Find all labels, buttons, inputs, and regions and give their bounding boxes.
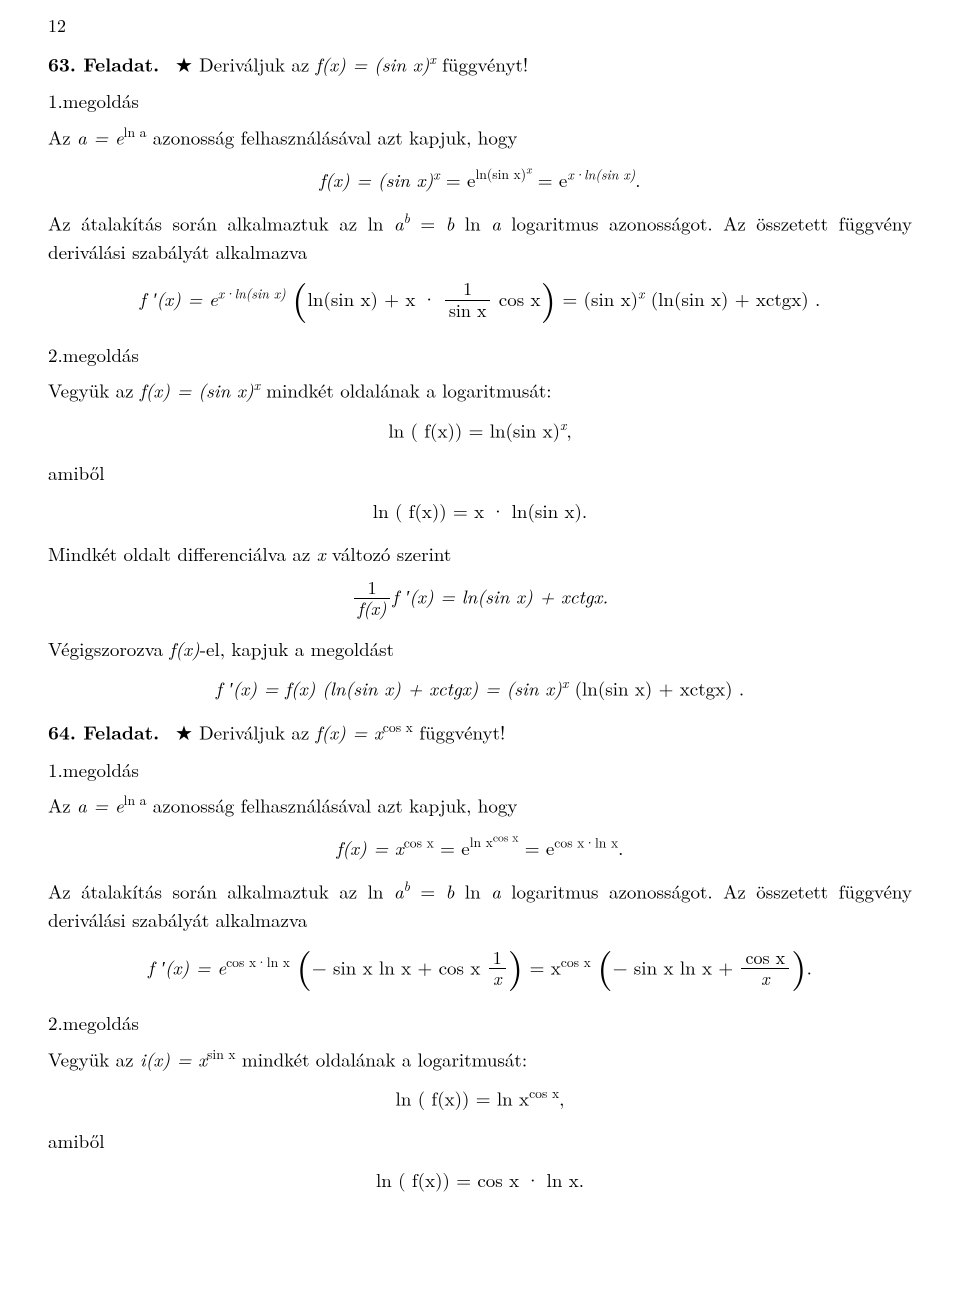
star-icon: ★ bbox=[175, 50, 193, 78]
p63-amibol-1: amiből bbox=[48, 459, 912, 488]
heading-number-64: 64. Feladat. bbox=[48, 718, 159, 746]
p63-para3: Mindkét oldalt differenciálva az x válto… bbox=[48, 540, 912, 569]
solution-2-label: 2.megoldás bbox=[48, 341, 912, 370]
p64-amibol: amiből bbox=[48, 1127, 912, 1156]
problem-63-heading: 63. Feladat. ★ Deriváljuk az f(x) = (sin… bbox=[48, 49, 912, 79]
p63-sol1-intro: Az a = eln a azonosság felhasználásával … bbox=[48, 122, 912, 152]
p63-para2: Az átalakítás során alkalmaztuk az ln ab… bbox=[48, 208, 912, 266]
heading-math: f(x) = (sin x) bbox=[316, 50, 430, 77]
heading-number: 63. Feladat. bbox=[48, 49, 159, 77]
p63-para4: Végigszorozva f(x)-el, kapjuk a megoldás… bbox=[48, 635, 912, 664]
heading-tail: függvényt! bbox=[436, 50, 528, 77]
p64-display-2: f ′(x) = ecos x·ln x (− sin x ln x + cos… bbox=[48, 949, 912, 992]
p64-sol2-intro: Vegyük az i(x) = xsin x mindkét oldalána… bbox=[48, 1044, 912, 1074]
p63-display-2: f ′(x) = ex·ln(sin x) (ln(sin x) + x · 1… bbox=[48, 280, 912, 323]
solution-1-label: 1.megoldás bbox=[48, 87, 912, 116]
p63-display-5: 1f(x)f ′(x) = ln(sin x) + xctgx. bbox=[48, 578, 912, 621]
p63-sol2-intro: Vegyük az f(x) = (sin x)x mindkét oldalá… bbox=[48, 375, 912, 405]
page-content: 12 63. Feladat. ★ Deriváljuk az f(x) = (… bbox=[0, 0, 960, 1248]
p64-para2: Az átalakítás során alkalmaztuk az ln ab… bbox=[48, 876, 912, 934]
p64-sol1-intro: Az a = eln a azonosság felhasználásával … bbox=[48, 790, 912, 820]
p63-display-4: ln ( f(x)) = x · ln(sin x). bbox=[48, 497, 912, 526]
p63-display-6: f ′(x) = f(x) (ln(sin x) + xctgx) = (sin… bbox=[48, 673, 912, 703]
p64-display-3: ln ( f(x)) = ln xcos x, bbox=[48, 1083, 912, 1113]
p64-display-1: f(x) = xcos x = eln xcos x = ecos x·ln x… bbox=[48, 830, 912, 862]
p64-solution-1-label: 1.megoldás bbox=[48, 756, 912, 785]
p63-display-3: ln ( f(x)) = ln(sin x)x, bbox=[48, 415, 912, 445]
problem-64-heading: 64. Feladat. ★ Deriváljuk az f(x) = xcos… bbox=[48, 717, 912, 747]
p64-solution-2-label: 2.megoldás bbox=[48, 1009, 912, 1038]
p64-display-4: ln ( f(x)) = cos x · ln x. bbox=[48, 1166, 912, 1195]
page-number: 12 bbox=[48, 12, 912, 39]
star-icon: ★ bbox=[175, 718, 193, 746]
heading-text: Deriváljuk az bbox=[193, 50, 316, 77]
p63-display-1: f(x) = (sin x)x = eln(sin x)x = ex·ln(si… bbox=[48, 162, 912, 194]
